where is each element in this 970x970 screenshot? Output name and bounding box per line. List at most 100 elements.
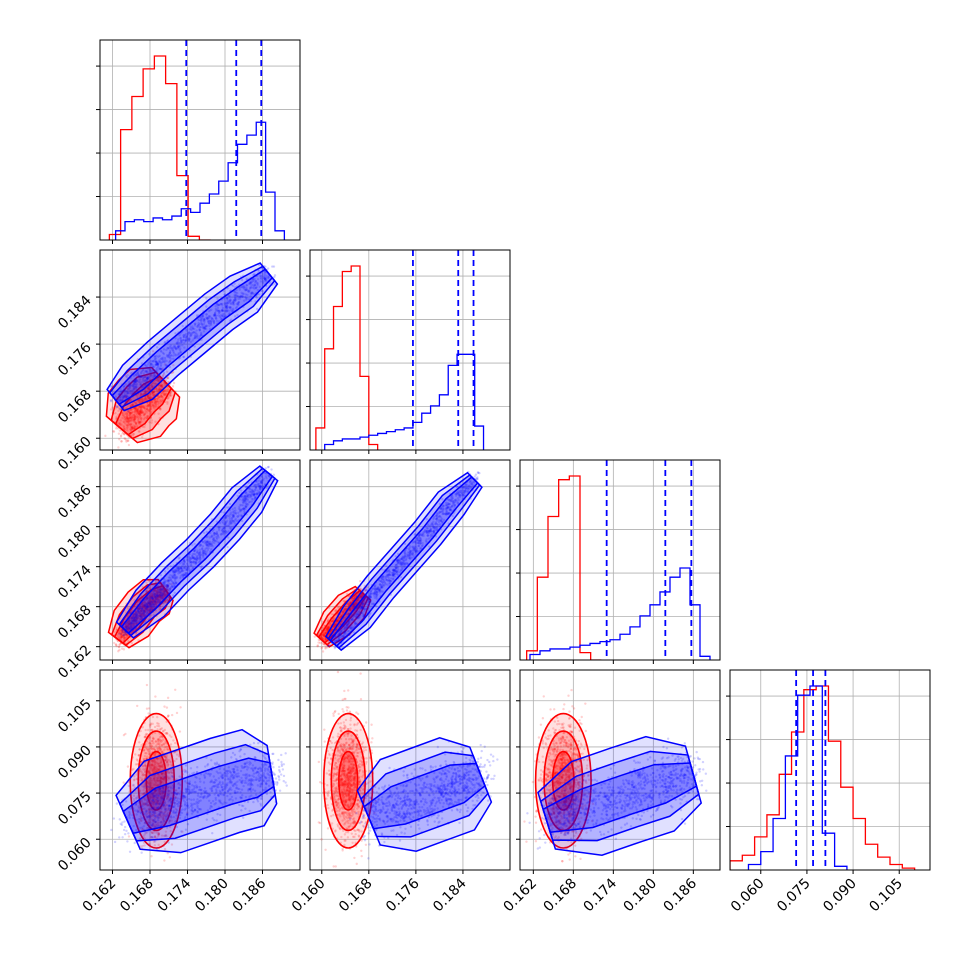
scatter-point [221, 308, 224, 312]
scatter-point [157, 379, 160, 383]
scatter-point [272, 265, 276, 268]
scatter-point [142, 406, 146, 409]
scatter-point [153, 359, 156, 362]
scatter-point [134, 407, 137, 411]
scatter-point [142, 607, 145, 610]
scatter-point [121, 412, 124, 415]
scatter-point [197, 318, 200, 322]
scatter-point [200, 318, 203, 321]
scatter-point [122, 636, 126, 639]
scatter-point [140, 609, 143, 613]
scatter-point [237, 303, 240, 306]
scatter-point [120, 392, 124, 396]
scatter-point [161, 351, 165, 355]
scatter-point [143, 406, 146, 409]
scatter-point [174, 337, 177, 340]
scatter-point [159, 408, 162, 411]
scatter-point [159, 591, 162, 595]
scatter-point [232, 303, 236, 306]
scatter-point [178, 334, 181, 337]
scatter-point [131, 623, 134, 627]
scatter-point [221, 306, 225, 310]
scatter-point [139, 411, 142, 415]
scatter-point [186, 333, 190, 336]
scatter-point [133, 418, 136, 421]
scatter-point [195, 336, 199, 340]
scatter-point [151, 598, 154, 601]
scatter-point [134, 614, 138, 618]
scatter-point [139, 407, 142, 410]
histogram-blue-2 [529, 567, 711, 660]
scatter-point [147, 361, 150, 364]
scatter-point [137, 412, 141, 415]
scatter-point [193, 336, 197, 340]
scatter-point [145, 602, 148, 605]
scatter-point [128, 413, 132, 417]
scatter-point [136, 416, 140, 419]
scatter-point [156, 362, 160, 365]
scatter-point [145, 371, 148, 374]
scatter-point [138, 413, 141, 416]
scatter-point [130, 392, 133, 395]
scatter-point [172, 350, 175, 353]
scatter-point [143, 425, 146, 429]
scatter-point [140, 398, 144, 402]
scatter-point [156, 379, 159, 382]
scatter-point [232, 300, 235, 303]
scatter-point [202, 330, 206, 333]
scatter-point [140, 397, 143, 401]
scatter-point [129, 399, 132, 403]
scatter-point [121, 432, 124, 435]
scatter-point [219, 314, 222, 317]
scatter-point [159, 367, 162, 371]
scatter-point [179, 336, 182, 340]
scatter-point [138, 394, 142, 398]
scatter-point [125, 426, 129, 430]
scatter-point [139, 409, 142, 412]
scatter-point [154, 360, 158, 363]
scatter-point [122, 395, 125, 398]
scatter-point [177, 344, 180, 348]
scatter-point [359, 579, 362, 583]
scatter-point [128, 413, 131, 416]
scatter-point [155, 403, 158, 406]
scatter-point [158, 595, 162, 599]
scatter-point [210, 320, 213, 323]
scatter-point [251, 286, 255, 289]
scatter-point [150, 595, 154, 598]
scatter-point [140, 370, 144, 373]
scatter-point [154, 363, 158, 366]
scatter-point [217, 314, 220, 317]
scatter-point [157, 362, 160, 366]
scatter-point [198, 335, 201, 338]
scatter-point [139, 615, 143, 618]
scatter-point [184, 340, 187, 343]
scatter-point [247, 290, 251, 293]
scatter-point [132, 619, 135, 623]
scatter-point [132, 385, 135, 388]
scatter-point [129, 390, 133, 393]
scatter-point [196, 334, 199, 337]
scatter-point [150, 400, 153, 404]
scatter-point [141, 400, 144, 403]
scatter-point [153, 403, 156, 406]
scatter-point [142, 397, 145, 400]
scatter-blue-1-0 [109, 263, 277, 413]
scatter-point [200, 315, 204, 318]
scatter-point [133, 387, 136, 391]
scatter-point [188, 338, 191, 342]
scatter-point [160, 395, 163, 398]
scatter-point [140, 405, 144, 409]
scatter-point [169, 344, 173, 347]
scatter-point [127, 623, 130, 626]
panel-ticks-3-3 [760, 870, 900, 874]
scatter-point [126, 389, 129, 393]
scatter-point [140, 400, 144, 403]
scatter-point [185, 338, 188, 342]
scatter-point [147, 394, 150, 398]
scatter-point [247, 290, 250, 293]
scatter-point [134, 409, 137, 413]
scatter-point [150, 596, 153, 599]
scatter-point [156, 397, 159, 400]
